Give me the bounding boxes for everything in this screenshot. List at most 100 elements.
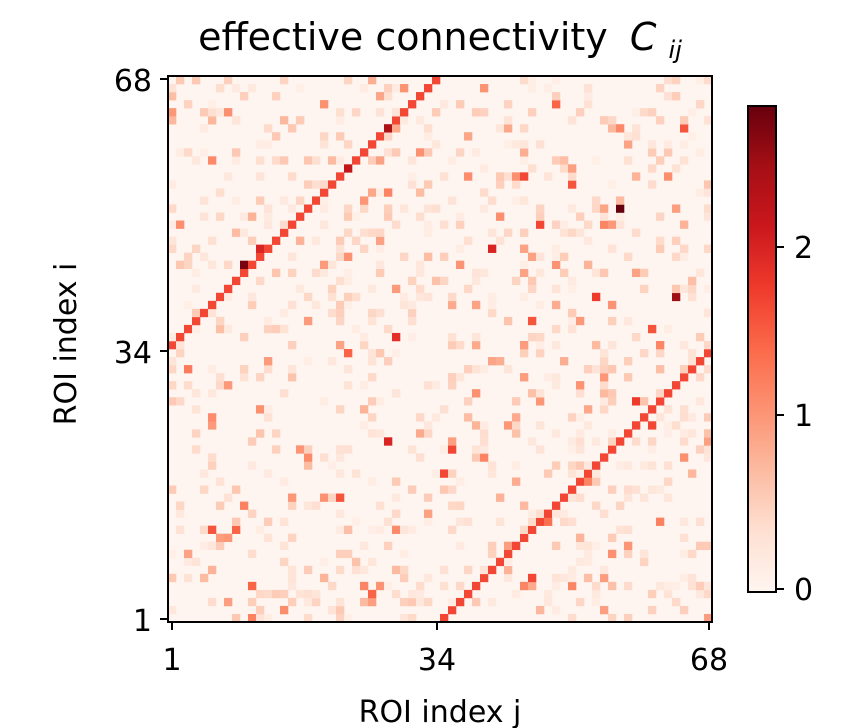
heatmap-cell: [336, 236, 345, 245]
heatmap-cell: [360, 84, 369, 93]
heatmap-cell: [472, 300, 481, 310]
heatmap-cell: [256, 525, 265, 534]
heatmap-cell: [592, 469, 601, 478]
heatmap-cell: [376, 429, 385, 438]
heatmap-cell: [280, 324, 289, 334]
heatmap-cell: [480, 573, 489, 583]
heatmap-cell: [528, 517, 537, 526]
heatmap-cell: [680, 220, 689, 229]
heatmap-cell: [416, 292, 425, 302]
heatmap-cell: [576, 212, 585, 221]
heatmap-cell: [552, 260, 561, 270]
heatmap-cell: [552, 340, 561, 350]
x-axis-label: ROI index j: [359, 695, 522, 728]
heatmap-cell: [416, 92, 425, 101]
heatmap-cell: [328, 357, 337, 366]
heatmap-cell: [592, 365, 601, 374]
heatmap-cell: [288, 300, 297, 310]
heatmap-cell: [648, 405, 657, 414]
chart-title-subscript: ij: [669, 36, 683, 64]
heatmap-cell: [696, 100, 705, 109]
heatmap-cell: [456, 260, 465, 270]
heatmap-cell: [248, 84, 257, 93]
heatmap-cell: [296, 196, 305, 205]
heatmap-cell: [344, 349, 353, 358]
heatmap-cell: [480, 204, 489, 213]
heatmap-cell: [512, 461, 521, 470]
heatmap-cell: [568, 413, 577, 422]
heatmap-cell: [592, 461, 601, 470]
heatmap-cell: [568, 204, 577, 213]
heatmap-cell: [672, 581, 681, 591]
heatmap-cell: [424, 124, 433, 133]
heatmap-cell: [544, 469, 553, 478]
heatmap-cell: [272, 268, 281, 278]
heatmap-cell: [616, 124, 625, 133]
heatmap-cell: [624, 140, 633, 149]
heatmap-cell: [576, 389, 585, 398]
heatmap-cell: [224, 172, 233, 181]
heatmap-cell: [168, 365, 177, 374]
heatmap-cell: [408, 300, 417, 310]
heatmap-cell: [696, 541, 705, 551]
heatmap-cell: [216, 533, 225, 543]
heatmap-cell: [448, 525, 457, 534]
heatmap-cell: [584, 557, 593, 567]
heatmap-cell: [208, 421, 217, 430]
heatmap-cell: [224, 108, 233, 117]
heatmap-cell: [608, 485, 617, 494]
heatmap-cell: [688, 581, 697, 591]
heatmap-cell: [352, 324, 361, 334]
heatmap-cell: [232, 196, 241, 205]
heatmap-cell: [384, 581, 393, 591]
heatmap-cell: [304, 292, 313, 302]
heatmap-cell: [680, 156, 689, 165]
heatmap-cell: [368, 349, 377, 358]
heatmap-cell: [456, 581, 465, 591]
heatmap-cell: [328, 461, 337, 470]
heatmap-cell: [384, 324, 393, 334]
heatmap-cell: [200, 485, 209, 494]
heatmap-cell: [624, 613, 633, 623]
heatmap-cell: [480, 164, 489, 173]
heatmap-cell: [208, 308, 217, 318]
heatmap-cell: [448, 485, 457, 494]
heatmap-cell: [640, 268, 649, 278]
heatmap-cell: [432, 413, 441, 422]
heatmap-cell: [688, 132, 697, 141]
heatmap-cell: [240, 228, 249, 237]
heatmap-cell: [240, 268, 249, 278]
heatmap-cell: [608, 397, 617, 406]
heatmap-cell: [592, 589, 601, 599]
heatmap-cell: [232, 276, 241, 286]
heatmap-cell: [512, 421, 521, 430]
heatmap-cell: [368, 76, 377, 85]
heatmap-cell: [536, 212, 545, 221]
heatmap-cell: [464, 172, 473, 181]
heatmap-cell: [216, 477, 225, 486]
heatmap-cell: [488, 597, 497, 607]
heatmap-cell: [512, 413, 521, 422]
y-tick-label: 1: [133, 604, 152, 639]
heatmap-cell: [472, 276, 481, 286]
heatmap-cell: [392, 509, 401, 518]
heatmap-cell: [424, 509, 433, 518]
heatmap-cell: [192, 405, 201, 414]
heatmap-cell: [656, 365, 665, 374]
heatmap-cell: [608, 116, 617, 125]
heatmap-cell: [208, 389, 217, 398]
heatmap-cell: [688, 284, 697, 294]
chart-title-text: effective connectivity: [198, 15, 608, 59]
heatmap-cell: [448, 605, 457, 615]
heatmap-cell: [336, 405, 345, 414]
heatmap-cell: [536, 204, 545, 213]
heatmap-cell: [528, 252, 537, 261]
heatmap-cell: [408, 613, 417, 623]
heatmap-cell: [368, 597, 377, 607]
heatmap-cell: [456, 220, 465, 229]
heatmap-cell: [688, 429, 697, 438]
heatmap-cell: [560, 517, 569, 526]
heatmap-cell: [512, 180, 521, 189]
heatmap-cell: [512, 589, 521, 599]
heatmap-cell: [288, 565, 297, 575]
